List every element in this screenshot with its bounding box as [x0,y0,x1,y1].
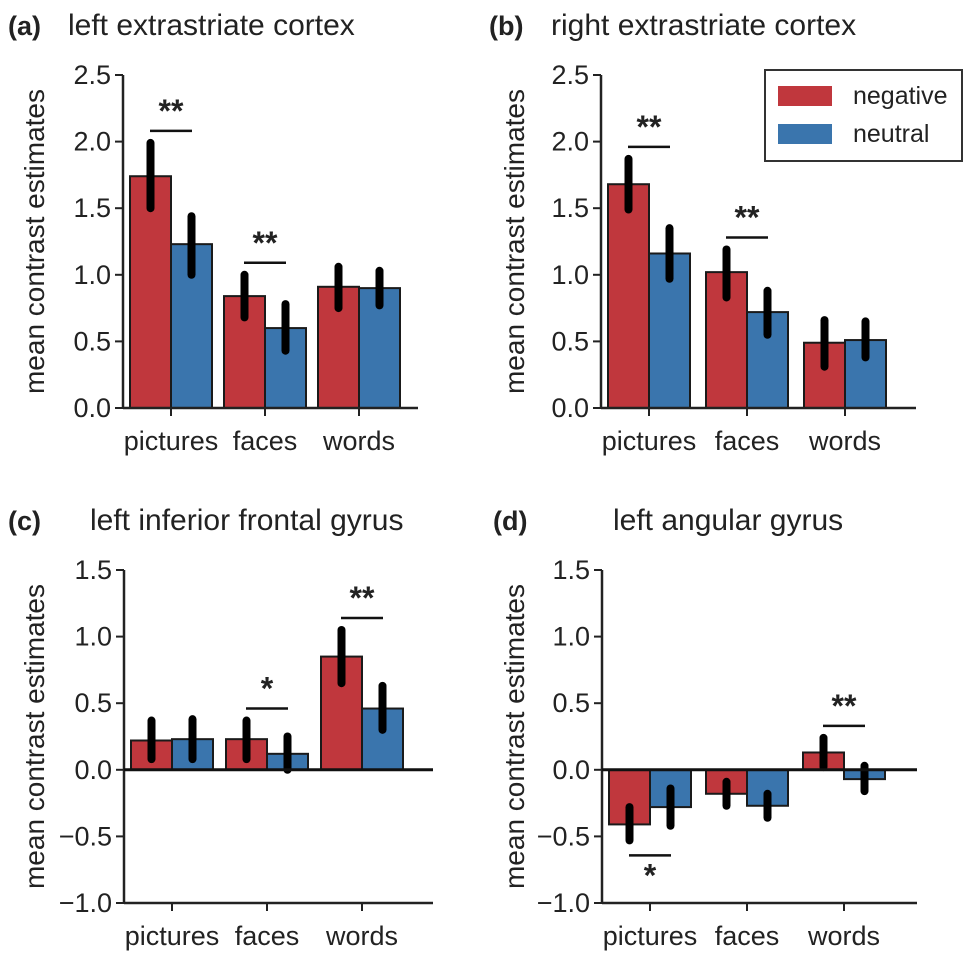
y-axis-title: mean contrast estimates [499,89,530,394]
x-tick-label: words [325,921,398,951]
y-tick-label: 1.5 [73,193,111,223]
x-tick-label: words [322,426,395,456]
legend: negative neutral [764,69,963,162]
panel-3: (c) left inferior frontal gyrus mean contr… [8,504,433,951]
panel-1: (a) left extrastriate cortex mean contrast… [8,9,418,456]
x-tick-label: faces [715,426,780,456]
significance-label: ** [832,688,857,724]
y-tick-label: −0.5 [537,821,590,851]
y-tick-label: 1.0 [73,260,111,290]
y-tick-label: 1.5 [551,193,589,223]
panel-title: left extrastriate cortex [68,9,355,42]
legend-swatch-neutral [778,124,832,144]
legend-swatch-negative [778,86,832,106]
panel-letter: (a) [8,11,41,41]
y-tick-label: −1.0 [59,888,112,918]
significance-label: ** [637,109,662,145]
x-tick-label: pictures [125,921,220,951]
significance-label: ** [735,199,760,235]
y-axis-title: mean contrast estimates [19,89,50,394]
y-axis-title: mean contrast estimates [19,584,50,889]
y-tick-label: 2.0 [551,127,589,157]
panel-4: (d) left angular gyrus mean contrast estim… [493,504,917,951]
panel-title: left angular gyrus [613,504,843,537]
y-axis-title: mean contrast estimates [499,584,530,889]
x-tick-label: pictures [602,426,697,456]
x-tick-label: faces [233,426,298,456]
panel-title: right extrastriate cortex [551,9,856,42]
y-tick-label: 1.0 [74,622,112,652]
x-tick-label: words [808,426,881,456]
panel-letter: (b) [489,11,523,41]
x-tick-label: pictures [124,426,219,456]
bar-negative-pictures [607,183,650,409]
significance-label: ** [350,580,375,616]
y-tick-label: 0.0 [552,755,590,785]
x-tick-label: words [807,921,880,951]
legend-box [764,69,963,162]
significance-label: * [261,671,274,707]
y-tick-label: −1.0 [537,888,590,918]
legend-label-neutral: neutral [853,120,929,148]
y-tick-label: 1.0 [551,260,589,290]
y-tick-label: 0.0 [74,755,112,785]
panel-2: (b) right extrastriate cortex mean contras… [489,9,963,456]
y-tick-label: 1.5 [552,555,590,585]
y-tick-label: 0.5 [73,326,111,356]
y-tick-label: 2.5 [73,60,111,90]
x-tick-label: pictures [603,921,698,951]
y-tick-label: 0.5 [552,688,590,718]
panel-title: left inferior frontal gyrus [90,504,403,537]
y-tick-label: −0.5 [59,821,112,851]
x-tick-label: faces [235,921,300,951]
y-tick-label: 2.5 [551,60,589,90]
y-tick-label: 1.0 [552,622,590,652]
significance-label: ** [253,225,278,261]
y-tick-label: 0.0 [73,393,111,423]
y-tick-label: 0.0 [551,393,589,423]
y-tick-label: 0.5 [551,326,589,356]
y-tick-label: 1.5 [74,555,112,585]
significance-label: ** [159,93,184,129]
y-tick-label: 0.5 [74,688,112,718]
y-tick-label: 2.0 [73,127,111,157]
panel-letter: (c) [8,506,41,536]
significance-label: * [644,857,657,893]
x-tick-label: faces [715,921,780,951]
panel-letter: (d) [493,506,527,536]
legend-label-negative: negative [853,82,948,110]
